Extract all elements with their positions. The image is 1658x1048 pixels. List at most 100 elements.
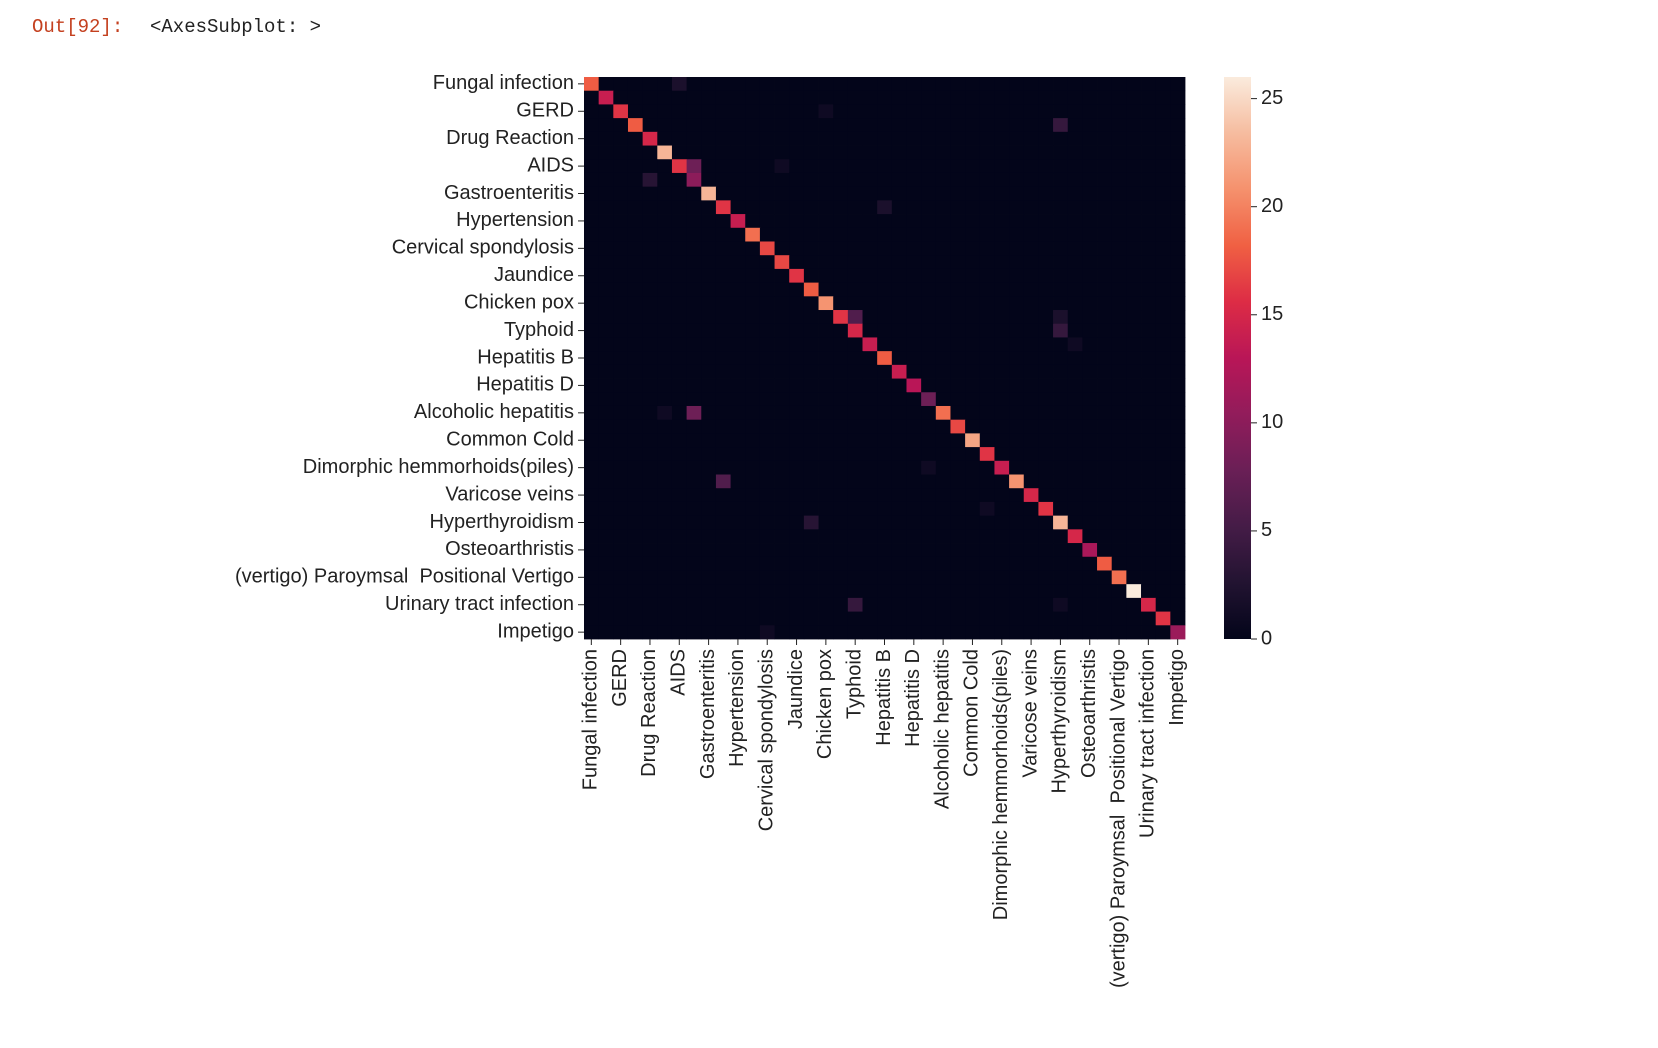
- heatmap-cell: [921, 556, 937, 571]
- heatmap-cell: [847, 131, 863, 146]
- heatmap-cell: [1023, 282, 1039, 297]
- heatmap-cell: [921, 214, 937, 229]
- heatmap-cell: [730, 310, 746, 325]
- heatmap-cell: [584, 543, 600, 558]
- heatmap-cell: [657, 159, 673, 174]
- heatmap-cell: [774, 597, 790, 612]
- heatmap-cell: [906, 597, 922, 612]
- heatmap-cell: [994, 159, 1010, 174]
- heatmap-cell: [642, 501, 658, 517]
- heatmap-cell: [598, 460, 614, 475]
- heatmap-cell: [657, 488, 673, 503]
- heatmap-cell: [1067, 90, 1083, 105]
- heatmap-cell: [906, 378, 922, 393]
- heatmap-cell: [906, 611, 922, 626]
- heatmap-cell: [1038, 556, 1054, 571]
- heatmap-cell: [1155, 131, 1171, 146]
- y-tick-label: (vertigo) Paroymsal Positional Vertigo: [235, 566, 574, 588]
- heatmap-cell: [979, 351, 995, 366]
- heatmap-cell: [877, 584, 893, 599]
- heatmap-cell: [1097, 104, 1113, 119]
- heatmap-cell: [921, 90, 937, 105]
- heatmap-cell: [789, 337, 805, 352]
- heatmap-cell: [862, 364, 878, 379]
- heatmap-cell: [891, 337, 907, 352]
- heatmap-cell: [803, 515, 819, 530]
- heatmap-cell: [1009, 104, 1025, 119]
- heatmap-cell: [1082, 214, 1098, 229]
- heatmap-cell: [921, 597, 937, 612]
- heatmap-cell: [818, 433, 834, 448]
- heatmap-cell: [1170, 214, 1186, 229]
- heatmap-cell: [1009, 611, 1025, 626]
- heatmap-cell: [1038, 241, 1054, 256]
- heatmap-cell: [1009, 625, 1025, 640]
- heatmap-cell: [921, 529, 937, 544]
- heatmap-cell: [833, 392, 849, 407]
- heatmap-cell: [1082, 255, 1098, 270]
- heatmap-cell: [833, 90, 849, 105]
- heatmap-cell: [1170, 172, 1186, 188]
- heatmap-cell: [613, 214, 629, 229]
- heatmap-cell: [1009, 419, 1025, 434]
- heatmap-cell: [950, 186, 966, 201]
- heatmap-cell: [833, 364, 849, 379]
- heatmap-cell: [715, 145, 731, 160]
- heatmap-cell: [950, 543, 966, 558]
- heatmap-cell: [862, 529, 878, 544]
- heatmap-cell: [979, 337, 995, 352]
- heatmap-cell: [686, 570, 702, 585]
- heatmap-cell: [994, 310, 1010, 325]
- heatmap-cell: [862, 90, 878, 105]
- heatmap-cell: [789, 351, 805, 366]
- heatmap-cell: [598, 186, 614, 201]
- heatmap-cell: [847, 118, 863, 133]
- heatmap-cell: [598, 310, 614, 325]
- heatmap-cell: [1038, 501, 1054, 517]
- heatmap-cell: [1126, 392, 1142, 407]
- heatmap-cell: [613, 118, 629, 133]
- heatmap-cell: [847, 405, 863, 421]
- heatmap-cell: [613, 310, 629, 325]
- colorbar-tick-label: 25: [1261, 87, 1283, 109]
- heatmap-cell: [686, 515, 702, 530]
- heatmap-cell: [1141, 159, 1157, 174]
- heatmap-cell: [627, 556, 644, 571]
- heatmap-cell: [642, 543, 658, 558]
- heatmap-cell: [715, 570, 731, 585]
- heatmap-cell: [1009, 159, 1025, 174]
- heatmap-cell: [877, 268, 893, 284]
- heatmap-cell: [730, 405, 746, 421]
- heatmap-cell: [935, 419, 951, 434]
- heatmap-cell: [891, 90, 907, 105]
- heatmap-cell: [1023, 227, 1039, 242]
- y-tick-label: Dimorphic hemmorhoids(piles): [303, 456, 574, 478]
- heatmap-cell: [1126, 227, 1142, 242]
- heatmap-cell: [1111, 625, 1127, 640]
- heatmap-cell: [877, 227, 893, 242]
- heatmap-cell: [1053, 378, 1069, 393]
- heatmap-cell: [1023, 255, 1039, 270]
- heatmap-cell: [671, 200, 688, 215]
- heatmap-cell: [1170, 351, 1186, 366]
- heatmap-cell: [745, 200, 761, 215]
- heatmap-cell: [1038, 337, 1054, 352]
- heatmap-cell: [613, 131, 629, 146]
- heatmap-cell: [1126, 364, 1142, 379]
- heatmap-cell: [1067, 570, 1083, 585]
- heatmap-cell: [598, 351, 614, 366]
- y-tick-label: Gastroenteritis: [444, 182, 574, 204]
- heatmap-cell: [598, 145, 614, 160]
- heatmap-cell: [642, 488, 658, 503]
- heatmap-cell: [627, 460, 644, 475]
- heatmap-cell: [584, 405, 600, 421]
- heatmap-cell: [642, 597, 658, 612]
- heatmap-cell: [847, 392, 863, 407]
- heatmap-cell: [1126, 488, 1142, 503]
- heatmap-cell: [1082, 282, 1098, 297]
- heatmap-cell: [671, 625, 688, 640]
- heatmap-cell: [921, 488, 937, 503]
- heatmap-cell: [935, 597, 951, 612]
- heatmap-cell: [1009, 515, 1025, 530]
- heatmap-cell: [994, 501, 1010, 517]
